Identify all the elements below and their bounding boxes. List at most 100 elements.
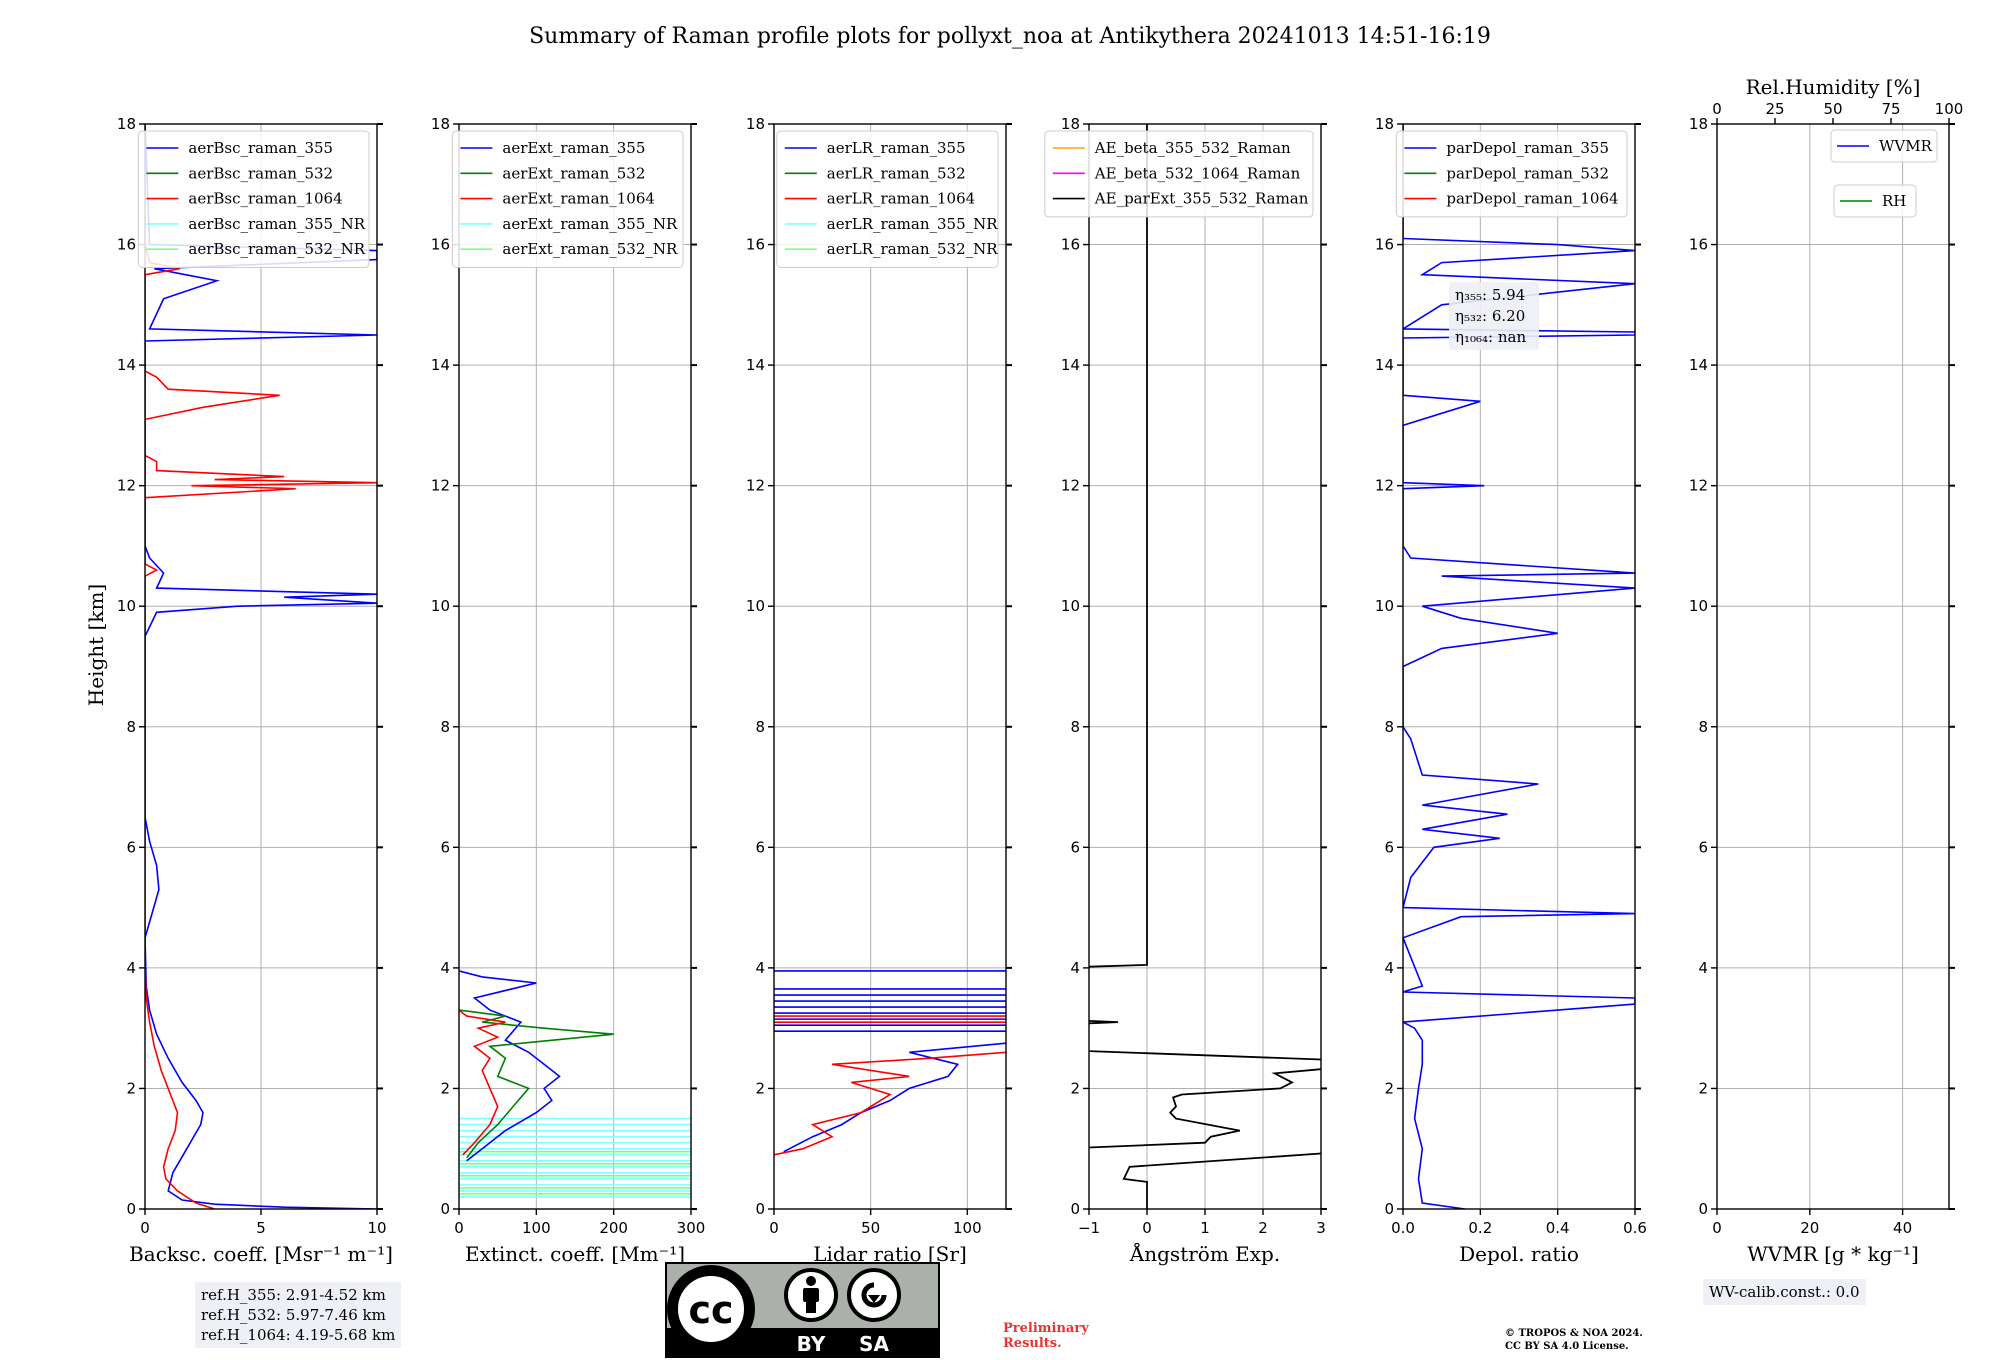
y-tick-label: 16 [431, 236, 450, 254]
x-tick-label: 0 [140, 1219, 150, 1237]
legend-box [137, 130, 370, 268]
cc-by-label: BY [797, 1332, 826, 1356]
x2-axis-label: Rel.Humidity [%] [1746, 75, 1921, 99]
eta-annotation-line: η₁₀₆₄: nan [1455, 328, 1526, 346]
y-tick-label: 10 [431, 597, 450, 615]
x-tick-label: −1 [1078, 1219, 1100, 1237]
y-tick-label: 4 [440, 959, 450, 977]
y-tick-label: 12 [1375, 477, 1394, 495]
panel-1: 0 5 10 0 2 4 6 8 10 12 14 16 18 Backsc. coeff. [Msr⁻¹… [117, 115, 393, 1266]
panel-2: 0 100 200 300 0 2 4 6 8 10 12 14 16 18 Extinct. coeff.… [431, 115, 705, 1266]
plot-frame [773, 123, 1007, 1210]
legend-label: WVMR [1879, 137, 1933, 155]
x-tick-label: 2 [1258, 1219, 1268, 1237]
y-tick-label: 12 [431, 477, 450, 495]
legend-box [1830, 129, 1938, 163]
y-tick-label: 14 [431, 356, 450, 374]
x-axis-label: Depol. ratio [1459, 1242, 1579, 1266]
ref-line-532: ref.H_532: 5.97-7.46 km [201, 1306, 386, 1324]
legend-box [1395, 130, 1628, 218]
y-tick-label: 10 [746, 597, 765, 615]
legend-label: aerBsc_raman_355_NR [188, 215, 365, 233]
y-tick-label: 18 [1375, 115, 1394, 133]
legend-label: aerExt_raman_1064 [502, 190, 655, 208]
series-group [459, 970, 691, 1198]
legend-label: aerBsc_raman_532_NR [188, 240, 365, 258]
legend-label: aerBsc_raman_1064 [188, 190, 342, 208]
legend-label: RH [1882, 192, 1906, 210]
legend-label: aerLR_raman_355 [827, 139, 966, 157]
legend-label: parDepol_raman_1064 [1446, 190, 1618, 208]
x2-tick-label: 25 [1765, 100, 1784, 118]
y-axis-label: Height [km] [84, 584, 108, 706]
series-group [145, 124, 377, 1209]
eta-annotation-line: η₃₅₅: 5.94 [1455, 286, 1525, 304]
figure-title: Summary of Raman profile plots for polly… [529, 24, 1491, 49]
legend-label: aerLR_raman_1064 [827, 190, 975, 208]
y-tick-label: 2 [1698, 1079, 1708, 1097]
y-tick-label: 4 [755, 959, 765, 977]
legend-label: aerExt_raman_532_NR [502, 240, 678, 258]
y-tick-label: 18 [746, 115, 765, 133]
ref-line-1064: ref.H_1064: 4.19-5.68 km [201, 1326, 396, 1344]
legend: AE_beta_355_532_Raman AE_beta_532_1064_Ra… [1044, 130, 1314, 218]
x-tick-label: 100 [522, 1219, 551, 1237]
y-tick-label: 0 [126, 1200, 136, 1218]
y-tick-label: 14 [746, 356, 765, 374]
x-tick-label: 300 [677, 1219, 706, 1237]
plot-frame [458, 123, 692, 1210]
series-line-AE_parExt_355_532_Raman [1122, 1152, 1321, 1209]
legend-label: AE_beta_532_1064_Raman [1094, 164, 1301, 182]
legend: WVMR RH [1830, 129, 1938, 218]
x-tick-label: 5 [256, 1219, 266, 1237]
legend-label: aerLR_raman_532 [827, 164, 966, 182]
legend-box [451, 130, 684, 268]
x-axis-label: WVMR [g * kg⁻¹] [1747, 1242, 1919, 1266]
y-tick-label: 6 [1070, 838, 1080, 856]
y-tick-label: 8 [755, 718, 765, 736]
y-tick-label: 16 [117, 236, 136, 254]
y-tick-label: 4 [1384, 959, 1394, 977]
legend: parDepol_raman_355 parDepol_raman_532 parD… [1395, 130, 1628, 218]
y-tick-label: 12 [1689, 477, 1708, 495]
series-line-aerLR_raman_355 [783, 1042, 1006, 1153]
legend-box [1044, 130, 1314, 218]
y-tick-label: 8 [1698, 718, 1708, 736]
series-line-AE_parExt_355_532_Raman [1089, 124, 1148, 968]
series-line-aerBsc_raman_1064 [145, 124, 377, 1209]
series-line-aerBsc_raman_355 [145, 124, 377, 1209]
legend-label: parDepol_raman_532 [1446, 164, 1609, 182]
legend-label: aerBsc_raman_532 [188, 164, 333, 182]
series-group [1403, 124, 1635, 1209]
series-line-AE_parExt_355_532_Raman [1089, 1020, 1119, 1025]
wv-calibration-box: WV-calib.const.: 0.0 [1703, 1279, 1866, 1305]
copyright-note: © TROPOS & NOA 2024. CC BY SA 4.0 Licens… [1505, 1327, 1643, 1353]
cc-sa-label: SA [859, 1332, 889, 1356]
series-line-aerExt_raman_355 [459, 970, 561, 1162]
x-tick-label: 0.2 [1468, 1219, 1492, 1237]
x-tick-label: 0 [1142, 1219, 1152, 1237]
legend-box [1833, 184, 1917, 218]
y-tick-label: 2 [126, 1079, 136, 1097]
legend-label: AE_beta_355_532_Raman [1094, 139, 1291, 157]
x-axis-label: Backsc. coeff. [Msr⁻¹ m⁻¹] [129, 1242, 393, 1266]
legend-label: parDepol_raman_355 [1446, 139, 1609, 157]
y-tick-label: 14 [1689, 356, 1708, 374]
preliminary-results-note: Preliminary Results. [1003, 1321, 1089, 1351]
plot-frame [1716, 123, 1950, 1210]
copyright-line-2: CC BY SA 4.0 License. [1505, 1341, 1629, 1352]
y-tick-label: 8 [126, 718, 136, 736]
x2-tick-label: 100 [1935, 100, 1964, 118]
x-tick-label: 0.0 [1391, 1219, 1415, 1237]
x-tick-label: 200 [599, 1219, 628, 1237]
x-tick-label: 0 [1712, 1219, 1722, 1237]
x-axis-label: Extinct. coeff. [Mm⁻¹] [465, 1242, 685, 1266]
y-tick-label: 6 [126, 838, 136, 856]
legend-label: aerExt_raman_532 [502, 164, 645, 182]
y-tick-label: 8 [440, 718, 450, 736]
y-tick-label: 18 [431, 115, 450, 133]
y-tick-label: 0 [440, 1200, 450, 1218]
